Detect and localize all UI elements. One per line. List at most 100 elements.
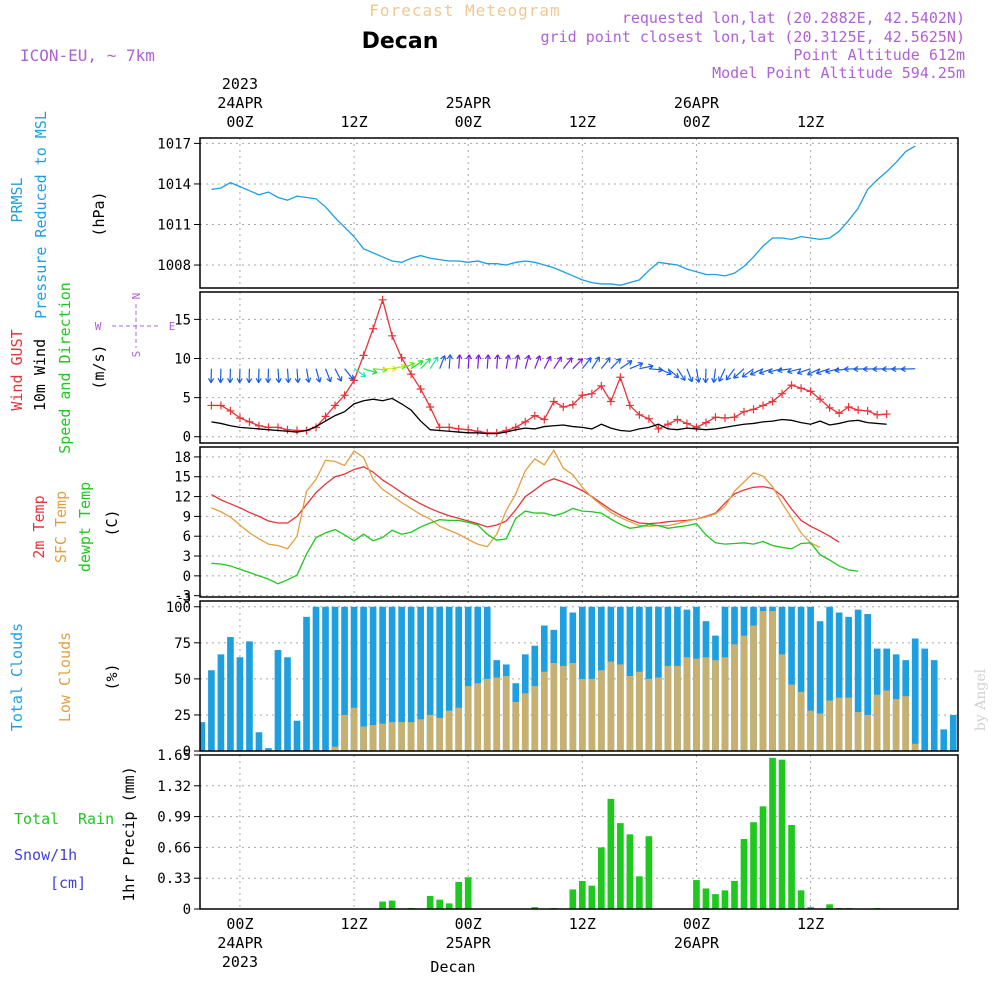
gust-marker — [473, 427, 482, 436]
clouds-low-clouds-bar — [341, 714, 348, 751]
wind-arrow — [420, 358, 431, 370]
wind-arrow-head — [514, 354, 521, 360]
wind-arrow — [353, 368, 366, 378]
clouds-low-clouds-bar — [854, 712, 862, 751]
gust-marker — [283, 425, 292, 434]
clouds-frame — [199, 600, 959, 752]
gust-marker — [597, 381, 606, 390]
clouds-total-clouds-bar — [455, 606, 463, 751]
clouds-total-clouds-bar — [236, 657, 244, 751]
clouds-total-clouds-bar — [845, 616, 852, 751]
wind-ytick-label: 0 — [183, 430, 191, 446]
gust-marker — [882, 410, 891, 419]
total-cloud-label: Total Clouds — [8, 623, 26, 731]
wind-arrow-head — [535, 355, 542, 361]
clouds-low-clouds-bar — [740, 635, 748, 751]
clouds-low-clouds-bar — [550, 663, 558, 751]
wind-arrow-head — [208, 378, 215, 383]
clouds-total-clouds-bar — [265, 748, 272, 751]
wind-arrow — [733, 368, 745, 379]
wind-arrow — [676, 368, 686, 381]
pressure-unit: (hPa) — [90, 191, 108, 236]
clouds-total-clouds-bar — [388, 606, 396, 751]
wind-ytick-label: 10 — [174, 352, 191, 368]
temp-ytick-label: 0 — [183, 569, 191, 585]
clouds-low-clouds-bar — [683, 657, 691, 751]
wind-arrow — [296, 368, 299, 383]
gust-marker — [740, 407, 749, 416]
bottom-time-l2: 25APR — [446, 934, 492, 952]
clouds-low-clouds-bar — [826, 700, 833, 751]
clouds-total-clouds-bar — [797, 606, 805, 751]
pressure-frame — [199, 137, 959, 289]
precip-total-rain-bar — [807, 907, 814, 909]
wind-arrow-head — [695, 377, 702, 383]
clouds-low-clouds-bar — [712, 660, 719, 751]
wind-arrow-head — [285, 377, 292, 383]
wind-arrow — [750, 368, 764, 376]
clouds-ytick-label: 25 — [174, 708, 191, 724]
wind-arrow-head — [255, 378, 262, 383]
bottom-time-l1: 00Z — [226, 915, 253, 933]
precip-total-rain-bar — [769, 757, 776, 909]
temp-dewpt-temp-line — [211, 507, 859, 585]
clouds-low-clouds-bar — [559, 665, 567, 751]
wind-arrow-head — [605, 357, 611, 363]
bottom-time-l2: 24APR — [217, 934, 263, 952]
clouds-low-clouds-bar — [455, 707, 463, 751]
clouds-low-clouds-bar — [864, 714, 871, 751]
wind-series — [207, 295, 916, 437]
top-time-l1: 00Z — [455, 113, 482, 131]
gust-marker — [730, 413, 739, 422]
precip-total-rain-bar — [740, 839, 748, 909]
gust-marker — [682, 419, 691, 428]
clouds-total-clouds-bar — [835, 612, 843, 751]
clouds-total-clouds-bar — [369, 606, 377, 751]
wind-arrow — [305, 368, 310, 383]
wind-arrow-head — [749, 370, 756, 376]
gust-marker — [616, 373, 625, 382]
gust-marker — [397, 353, 406, 362]
wind-arrow-head — [326, 376, 333, 383]
wind-panel-labels: Wind GUST 10m Wind Speed and Direction (… — [8, 282, 175, 454]
wind-arrow-head — [504, 354, 511, 360]
top-time-l1: 00Z — [683, 113, 710, 131]
snow-unit-label: [cm] — [50, 874, 86, 892]
precip-unit: 1hr Precip (mm) — [120, 766, 138, 901]
compass-n: N — [129, 293, 142, 300]
clouds-low-clouds-bar — [778, 654, 786, 751]
wind-arrow-head — [758, 369, 765, 375]
clouds-total-clouds-bar — [949, 714, 957, 751]
clouds-total-clouds-bar — [474, 606, 482, 751]
clouds-low-clouds-bar — [759, 611, 767, 751]
precip-rain-label: Rain — [78, 810, 114, 828]
wind-arrow — [777, 368, 792, 372]
wind-arrow-head — [465, 354, 472, 360]
wind-arrow — [477, 354, 480, 369]
gust-marker — [720, 413, 729, 422]
temp-ytick-label-min: -3 — [177, 591, 191, 605]
wind-arrow-head — [862, 366, 868, 373]
precip-total-rain-bar — [750, 822, 757, 909]
bottom-time-l1: 12Z — [797, 915, 824, 933]
precip-total-rain-bar — [759, 806, 767, 909]
gust-marker — [768, 397, 777, 406]
model-label: ICON-EU, ~ 7km — [20, 46, 155, 65]
gust-marker — [568, 400, 577, 409]
location-title: Decan — [362, 29, 439, 54]
gust-marker — [692, 423, 701, 432]
clouds-low-clouds-bar — [445, 710, 453, 751]
gust-marker — [445, 423, 454, 432]
precip-total-rain-bar — [379, 901, 386, 909]
clouds-total-clouds-bar — [407, 606, 415, 751]
gust-marker — [521, 417, 530, 426]
clouds-low-clouds-bar — [407, 722, 415, 751]
wind-arrow-head — [417, 360, 424, 366]
precip-total-rain-bar — [693, 880, 700, 909]
precip-total-rain-bar — [797, 890, 805, 909]
wind-compass: W E N S — [95, 293, 176, 358]
gridpoint-coords: grid point closest lon,lat (20.3125E, 42… — [541, 28, 965, 46]
clouds-low-clouds-bar — [607, 661, 615, 751]
clouds-low-clouds-bar — [883, 690, 890, 751]
